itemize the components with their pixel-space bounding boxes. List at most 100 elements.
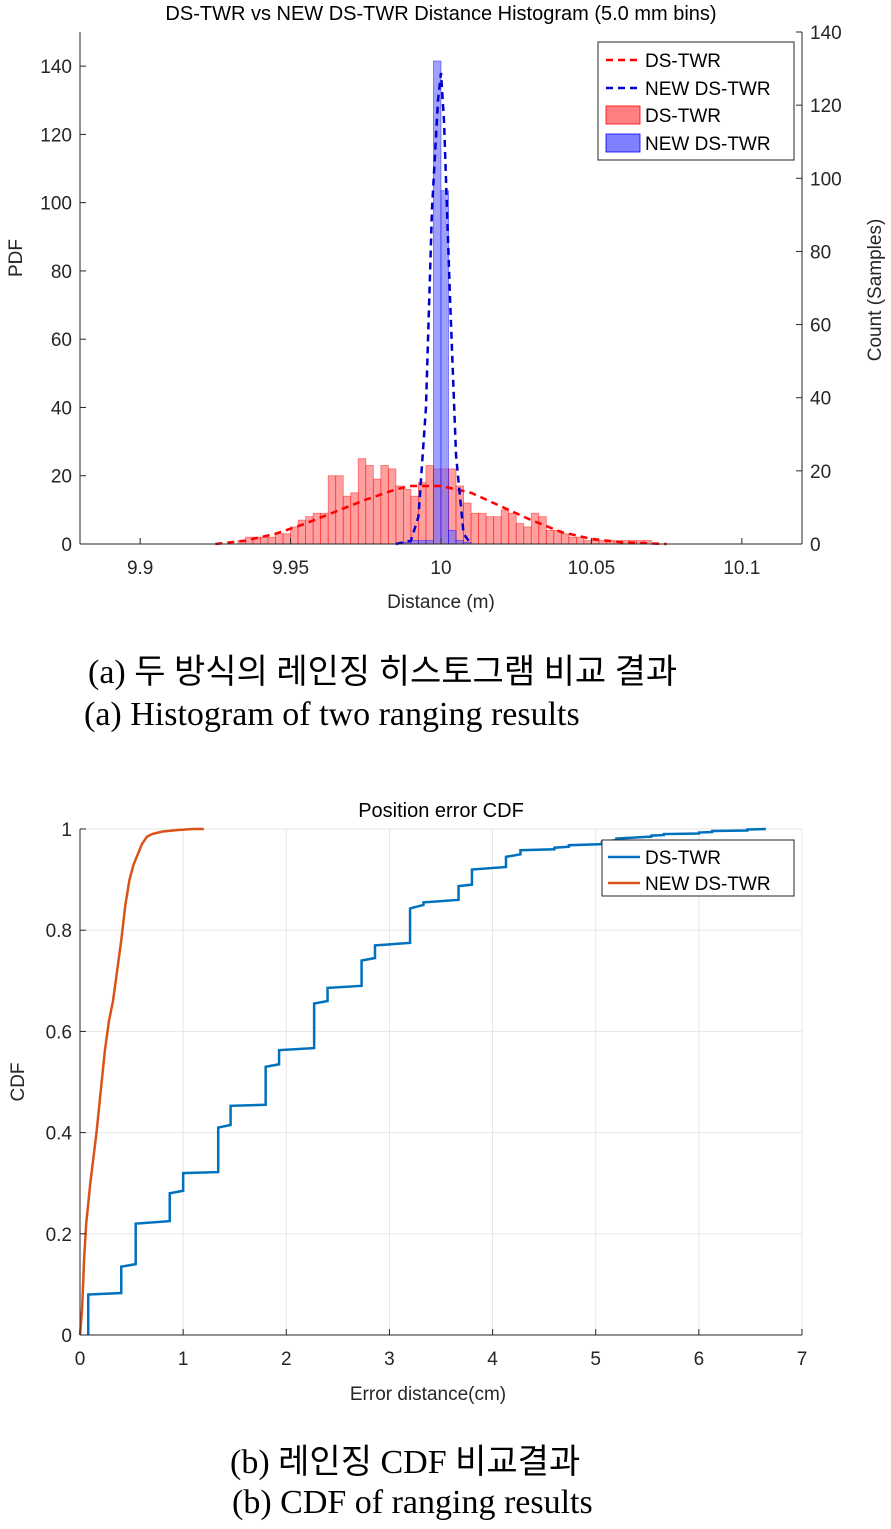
dstwr-cdf-line [87, 827, 766, 1335]
dstwr-histogram-bar [478, 512, 487, 545]
cdf-x-tick-label: 3 [384, 1349, 395, 1370]
histogram-fit-lines [215, 72, 667, 546]
dstwr-histogram-bar [350, 492, 359, 545]
new-dstwr-pdf-fit-line [395, 72, 473, 546]
histogram-right-y-tick-label: 100 [810, 169, 842, 190]
dstwr-histogram-bar [357, 458, 367, 545]
cdf-x-ticks: 0 1 2 3 4 5 6 7 [75, 1329, 808, 1370]
dstwr-histogram-bar [493, 516, 502, 545]
histogram-x-tick-label: 10 [430, 558, 451, 579]
legend-new-dstwr-bar-label: NEW DS-TWR [645, 134, 771, 155]
cdf-x-tick-label: 0 [75, 1349, 86, 1370]
new-dstwr-histogram-bar [440, 190, 449, 545]
dstwr-histogram-bar [425, 465, 434, 545]
new-dstwr-histogram-bar [425, 540, 434, 545]
histogram-x-label: Distance (m) [387, 592, 495, 613]
histogram-chart: DS-TWR vs NEW DS-TWR Distance Histogram … [6, 3, 886, 613]
new-dstwr-cdf-line [78, 827, 204, 1336]
cdf-lines [78, 827, 766, 1336]
dstwr-histogram-bar [282, 533, 291, 545]
histogram-y-tick-label: 0 [61, 535, 72, 556]
dstwr-histogram-bar [485, 516, 495, 545]
cdf-y-tick-label: 1 [61, 820, 72, 841]
dstwr-histogram-bar [500, 509, 510, 545]
histogram-right-y-ticks: 0 20 40 60 80 100 120 140 [796, 23, 842, 556]
dstwr-histogram-bar [530, 512, 540, 545]
legend-dstwr-bar-swatch [605, 105, 641, 125]
caption-b-korean: (b) 레인징 CDF 비교결과 [230, 1444, 581, 1481]
histogram-x-tick-label: 9.9 [127, 558, 153, 579]
histogram-x-tick-label: 9.95 [272, 558, 309, 579]
cdf-x-tick-label: 2 [281, 1349, 292, 1370]
cdf-chart: Position error CDF 0 1 2 3 4 5 6 7 0 0.2 0.4 0.6 0.… [8, 800, 807, 1405]
histogram-right-y-tick-label: 40 [810, 389, 831, 410]
dstwr-histogram-bar [327, 475, 337, 545]
dstwr-histogram-bar [515, 523, 525, 545]
cdf-legend-new-dstwr-label: NEW DS-TWR [645, 874, 771, 895]
cdf-x-tick-label: 5 [590, 1349, 601, 1370]
dstwr-pdf-fit-line [215, 484, 667, 546]
new-dstwr-histogram-bar [448, 529, 457, 545]
dstwr-histogram-bar [583, 540, 592, 545]
cdf-x-tick-label: 6 [694, 1349, 705, 1370]
histogram-right-y-tick-label: 60 [810, 316, 831, 337]
histogram-y-ticks: 0 20 40 60 80 100 120 140 [40, 57, 86, 556]
caption-a-korean: (a) 두 방식의 레인징 히스토그램 비교 결과 [88, 654, 678, 691]
dstwr-histogram-bar [342, 495, 352, 545]
dstwr-histogram-bar [538, 516, 547, 545]
cdf-legend: DS-TWR NEW DS-TWR [601, 839, 795, 897]
histogram-y-tick-label: 60 [51, 330, 72, 351]
dstwr-histogram-bar [545, 529, 555, 545]
histogram-title: DS-TWR vs NEW DS-TWR Distance Histogram … [165, 3, 716, 25]
cdf-grid [80, 828, 803, 1335]
legend-new-dstwr-bar-swatch [605, 133, 641, 153]
histogram-right-y-tick-label: 80 [810, 242, 831, 263]
dstwr-histogram-bar [380, 465, 389, 545]
cdf-y-tick-label: 0.4 [46, 1124, 73, 1145]
histogram-y-label: PDF [6, 239, 27, 277]
cdf-y-tick-label: 0.6 [46, 1022, 72, 1043]
histogram-y-tick-label: 120 [40, 125, 72, 146]
dstwr-histogram-bar [470, 512, 480, 545]
dstwr-histogram-bar [387, 468, 397, 545]
dstwr-histogram-bar [560, 533, 570, 545]
histogram-x-ticks: 9.9 9.95 10 10.05 10.1 [127, 538, 760, 579]
histogram-right-y-label: Count (Samples) [865, 219, 886, 362]
histogram-x-tick-label: 10.1 [723, 558, 760, 579]
cdf-x-tick-label: 1 [178, 1349, 189, 1370]
cdf-title: Position error CDF [358, 800, 524, 822]
cdf-x-tick-label: 7 [797, 1349, 808, 1370]
new-dstwr-histogram-bar [418, 540, 427, 545]
cdf-plot-area [80, 829, 802, 1335]
legend-new-dstwr-fit-label: NEW DS-TWR [645, 79, 771, 100]
dstwr-histogram-bar [508, 512, 517, 545]
histogram-y-tick-label: 140 [40, 57, 72, 78]
legend-dstwr-fit-label: DS-TWR [645, 51, 721, 72]
histogram-right-y-tick-label: 0 [810, 535, 821, 556]
cdf-y-label: CDF [8, 1062, 29, 1101]
dstwr-histogram-bar [365, 465, 374, 545]
histogram-y-tick-label: 100 [40, 194, 72, 215]
dstwr-histogram-bar [568, 536, 577, 545]
histogram-y-tick-label: 20 [51, 467, 72, 488]
legend-dstwr-bar-label: DS-TWR [645, 106, 721, 127]
histogram-right-y-tick-label: 20 [810, 462, 831, 483]
dstwr-histogram-bar [275, 533, 284, 545]
caption-b-english: (b) CDF of ranging results [232, 1484, 593, 1521]
histogram-right-y-tick-label: 140 [810, 23, 842, 44]
dstwr-histogram-bar [402, 488, 412, 545]
dstwr-histogram-bar [523, 526, 532, 545]
new-dstwr-histogram-bar [455, 540, 464, 545]
cdf-y-tick-label: 0 [61, 1326, 72, 1347]
histogram-legend: DS-TWR NEW DS-TWR DS-TWR NEW DS-TWR [597, 41, 795, 161]
cdf-y-tick-label: 0.2 [46, 1225, 72, 1246]
histogram-y-tick-label: 80 [51, 262, 72, 283]
dstwr-histogram-bar [260, 536, 269, 545]
cdf-legend-dstwr-label: DS-TWR [645, 848, 721, 869]
dstwr-histogram-bar [372, 478, 382, 545]
dstwr-histogram-bar [591, 540, 600, 545]
histogram-right-y-tick-label: 120 [810, 96, 842, 117]
histogram-y-tick-label: 40 [51, 398, 72, 419]
cdf-x-label: Error distance(cm) [350, 1384, 506, 1405]
